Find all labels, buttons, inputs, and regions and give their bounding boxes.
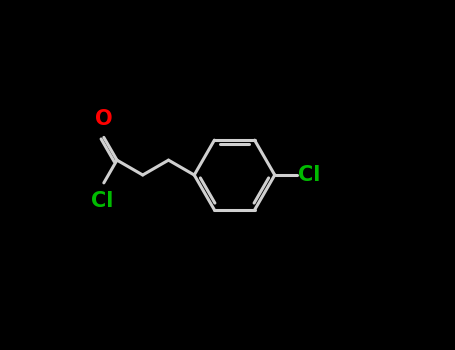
Text: Cl: Cl	[91, 190, 113, 211]
Text: Cl: Cl	[298, 165, 321, 185]
Text: O: O	[95, 108, 113, 129]
